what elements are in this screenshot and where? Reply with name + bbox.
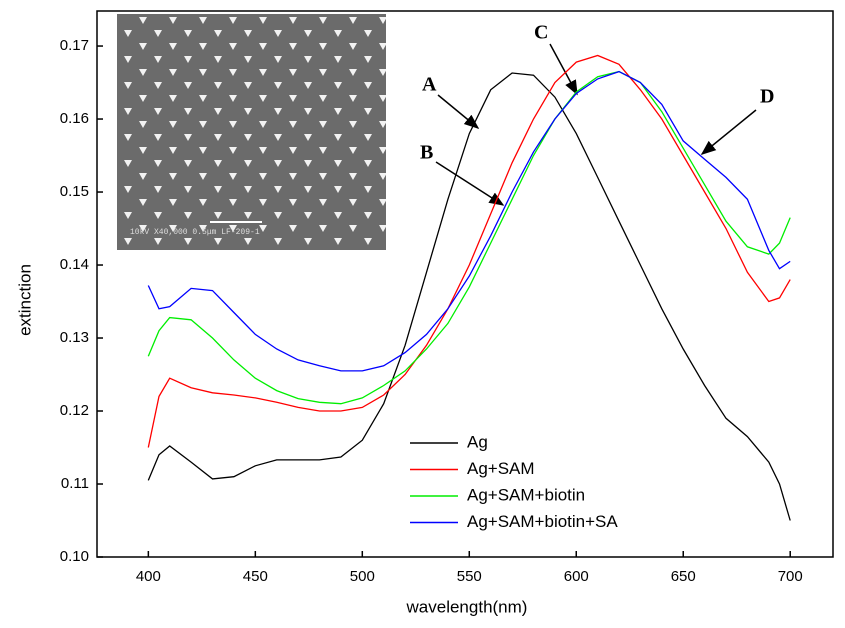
legend-label: Ag+SAM xyxy=(467,459,535,478)
x-axis-label: wavelength(nm) xyxy=(406,597,528,616)
annotation: B xyxy=(420,142,433,164)
y-tick-label: 0.15 xyxy=(60,183,89,200)
annotation: C xyxy=(534,22,548,44)
arrows xyxy=(435,43,757,206)
y-axis-label: extinction xyxy=(15,264,34,336)
inset-caption: 10kV X40,000 0.5μm LF-209-1 xyxy=(130,228,260,237)
y-tick-label: 0.10 xyxy=(60,548,89,565)
x-tick-label: 600 xyxy=(564,568,589,585)
legend-label: Ag xyxy=(467,432,488,451)
legend-label: Ag+SAM+biotin+SA xyxy=(467,512,618,531)
x-tick-label: 700 xyxy=(778,568,803,585)
x-tick-label: 500 xyxy=(350,568,375,585)
plot-frame xyxy=(96,10,834,558)
annotation: D xyxy=(760,86,774,108)
y-tick-label: 0.16 xyxy=(60,110,89,127)
x-tick-label: 550 xyxy=(457,568,482,585)
x-tick-label: 450 xyxy=(243,568,268,585)
legend-label: Ag+SAM+biotin xyxy=(467,485,585,504)
y-tick-label: 0.12 xyxy=(60,402,89,419)
y-tick-label: 0.14 xyxy=(60,256,89,273)
inset: 10kV X40,000 0.5μm LF-209-1 xyxy=(117,14,386,250)
arrow xyxy=(700,109,757,155)
arrow xyxy=(549,43,578,96)
x-tick-label: 400 xyxy=(136,568,161,585)
y-tick-label: 0.17 xyxy=(60,37,89,54)
x-tick-label: 650 xyxy=(671,568,696,585)
annotation: A xyxy=(422,74,437,96)
series-line xyxy=(147,70,791,405)
inset-image xyxy=(117,14,386,250)
series-line xyxy=(147,72,791,521)
arrow xyxy=(437,94,480,129)
y-tick-label: 0.11 xyxy=(61,475,89,492)
series-line xyxy=(147,70,791,372)
arrow xyxy=(435,161,505,206)
series-line xyxy=(147,54,791,448)
y-tick-label: 0.13 xyxy=(60,329,89,346)
